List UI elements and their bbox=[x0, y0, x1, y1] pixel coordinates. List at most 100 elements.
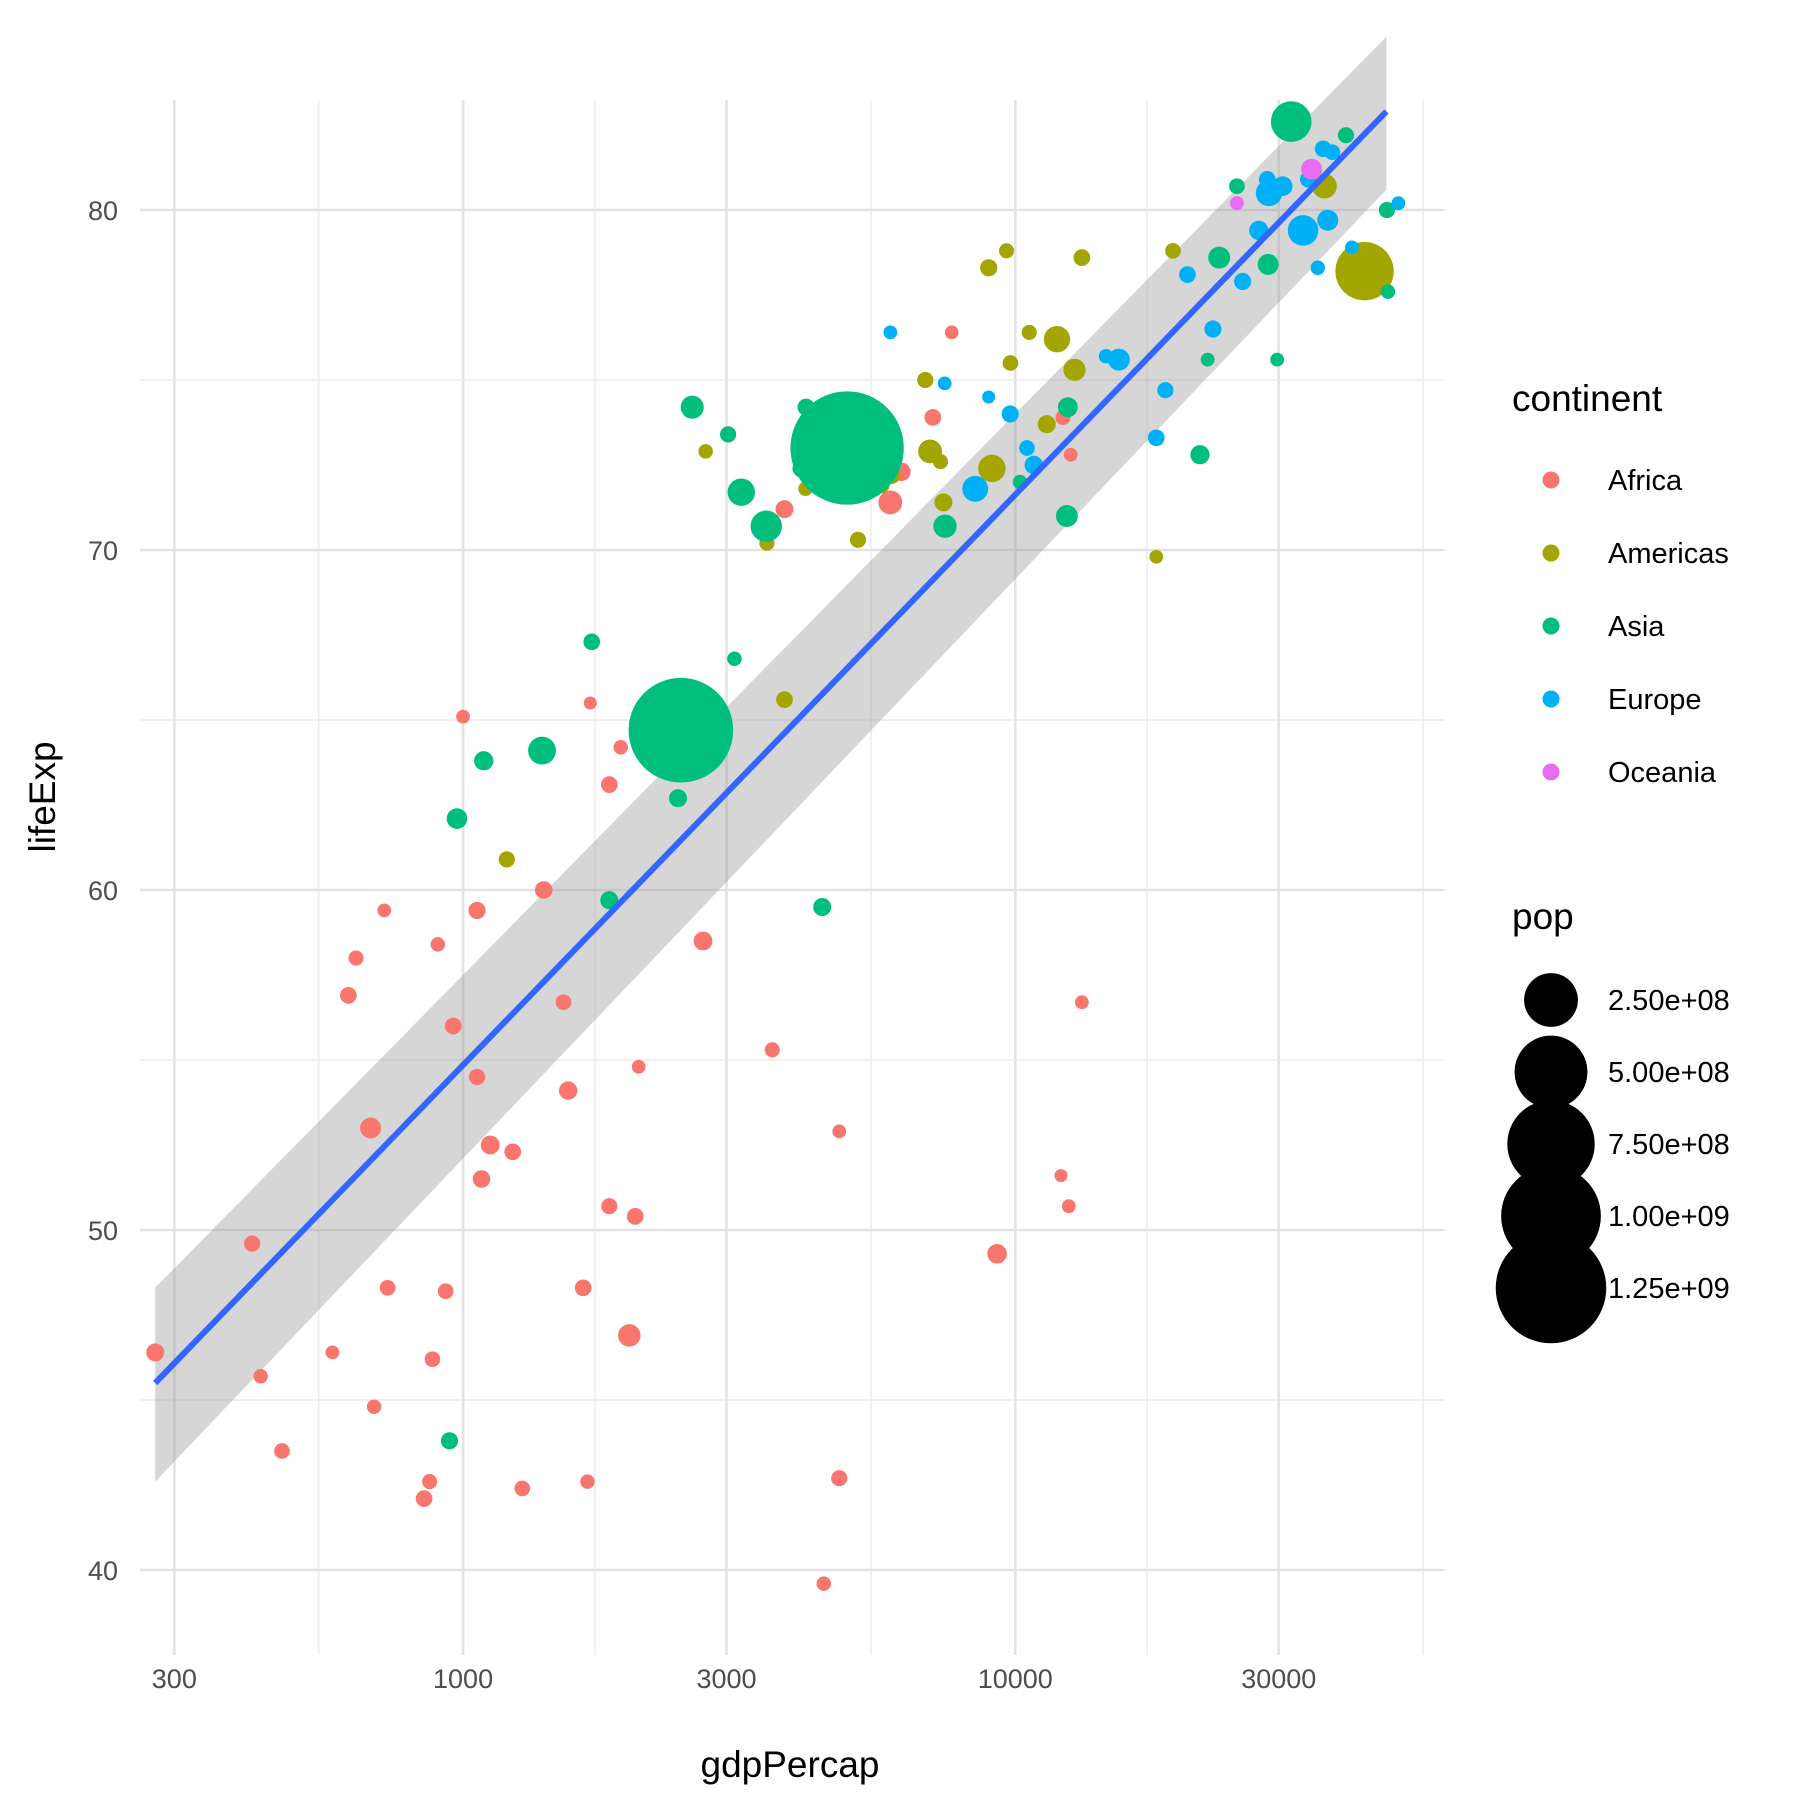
legend-label-americas: Americas bbox=[1608, 538, 1729, 570]
size-key bbox=[1524, 973, 1578, 1027]
data-point-asia bbox=[680, 395, 704, 419]
data-point-africa bbox=[456, 709, 470, 724]
data-point-africa bbox=[987, 1244, 1007, 1264]
data-point-americas bbox=[1021, 324, 1037, 340]
data-point-africa bbox=[1063, 447, 1078, 462]
data-point-asia bbox=[727, 651, 742, 667]
data-point-asia bbox=[600, 891, 619, 910]
size-key bbox=[1495, 1232, 1607, 1344]
data-point-africa bbox=[764, 1042, 780, 1058]
regression-line bbox=[153, 109, 1389, 1386]
data-point-asia bbox=[813, 897, 832, 917]
data-point-africa bbox=[1074, 995, 1089, 1010]
data-point-americas bbox=[1335, 242, 1394, 301]
data-point-africa bbox=[580, 1474, 595, 1489]
data-point-africa bbox=[472, 1170, 491, 1188]
data-point-asia bbox=[446, 808, 468, 829]
data-point-americas bbox=[1165, 242, 1181, 259]
data-point-asia bbox=[440, 1432, 459, 1450]
data-point-americas bbox=[1149, 549, 1164, 564]
data-point-africa bbox=[534, 881, 553, 899]
x-axis-title: gdpPercap bbox=[701, 1744, 880, 1785]
data-point-asia bbox=[1200, 352, 1215, 367]
data-point-africa bbox=[631, 1059, 646, 1074]
data-point-africa bbox=[480, 1135, 500, 1155]
data-point-asia bbox=[628, 677, 734, 783]
data-point-africa bbox=[775, 500, 794, 519]
data-point-americas bbox=[998, 243, 1015, 259]
data-point-africa bbox=[583, 696, 597, 710]
data-point-asia bbox=[1229, 178, 1245, 195]
data-point-asia bbox=[720, 426, 737, 443]
data-point-africa bbox=[468, 1068, 486, 1086]
data-point-asia bbox=[790, 391, 904, 505]
data-point-africa bbox=[415, 1490, 433, 1507]
data-point-europe bbox=[1391, 196, 1406, 211]
data-point-americas bbox=[932, 454, 949, 470]
data-point-africa bbox=[422, 1474, 438, 1490]
data-point-africa bbox=[325, 1345, 340, 1360]
y-axis-title: lifeExp bbox=[22, 741, 63, 852]
data-point-africa bbox=[1061, 1199, 1076, 1214]
data-point-europe bbox=[1147, 429, 1165, 447]
data-point-europe bbox=[1179, 266, 1196, 283]
data-point-africa bbox=[468, 901, 486, 919]
legend-key-europe bbox=[1542, 690, 1560, 708]
y-tick-label: 40 bbox=[88, 1556, 118, 1586]
data-point-africa bbox=[379, 1279, 396, 1296]
data-point-africa bbox=[146, 1343, 165, 1362]
data-point-asia bbox=[1270, 352, 1285, 367]
data-point-asia bbox=[1380, 284, 1396, 299]
data-point-africa bbox=[601, 1198, 618, 1215]
size-key bbox=[1514, 1035, 1588, 1109]
x-tick-label: 30000 bbox=[1241, 1664, 1316, 1694]
data-point-americas bbox=[1037, 415, 1056, 434]
legend-label-africa: Africa bbox=[1608, 465, 1683, 497]
data-point-americas bbox=[498, 851, 515, 868]
x-tick-label: 300 bbox=[152, 1664, 197, 1694]
y-tick-label: 80 bbox=[88, 196, 118, 226]
data-point-africa bbox=[253, 1368, 268, 1384]
data-points bbox=[146, 101, 1406, 1591]
data-point-africa bbox=[816, 1576, 832, 1591]
data-point-europe bbox=[1107, 348, 1130, 371]
data-point-americas bbox=[698, 444, 713, 459]
data-point-africa bbox=[558, 1081, 578, 1100]
data-point-americas bbox=[1002, 355, 1019, 371]
data-point-africa bbox=[514, 1480, 531, 1497]
x-tick-label: 10000 bbox=[978, 1664, 1053, 1694]
legend-key-oceania bbox=[1542, 763, 1560, 781]
data-point-europe bbox=[1001, 405, 1019, 423]
data-point-americas bbox=[1073, 249, 1091, 266]
data-point-asia bbox=[528, 736, 556, 765]
y-tick-label: 60 bbox=[88, 876, 118, 906]
legend-label-oceania: Oceania bbox=[1608, 757, 1717, 789]
data-point-africa bbox=[437, 1283, 454, 1300]
data-point-africa bbox=[504, 1143, 522, 1161]
size-legend-label: 2.50e+08 bbox=[1608, 985, 1730, 1017]
data-point-asia bbox=[1190, 445, 1210, 465]
data-point-africa bbox=[600, 776, 618, 793]
legend-label-europe: Europe bbox=[1608, 684, 1702, 716]
data-point-oceania bbox=[1230, 196, 1244, 211]
data-point-americas bbox=[849, 531, 867, 548]
legend-key-africa bbox=[1542, 471, 1560, 489]
data-point-africa bbox=[366, 1399, 382, 1415]
data-point-europe bbox=[1234, 272, 1252, 290]
legend-key-asia bbox=[1542, 617, 1560, 635]
data-point-asia bbox=[1270, 101, 1312, 142]
data-point-asia bbox=[750, 510, 782, 542]
data-point-africa bbox=[831, 1470, 848, 1487]
data-point-europe bbox=[1272, 176, 1293, 196]
color-legend-title: continent bbox=[1512, 378, 1663, 419]
data-point-americas bbox=[1043, 326, 1071, 353]
data-point-asia bbox=[474, 751, 494, 771]
data-point-asia bbox=[1337, 127, 1355, 144]
data-point-europe bbox=[937, 376, 952, 391]
data-point-africa bbox=[348, 950, 364, 966]
data-point-asia bbox=[727, 478, 755, 506]
data-point-africa bbox=[618, 1324, 641, 1347]
data-point-europe bbox=[962, 475, 989, 502]
data-point-americas bbox=[917, 371, 934, 389]
